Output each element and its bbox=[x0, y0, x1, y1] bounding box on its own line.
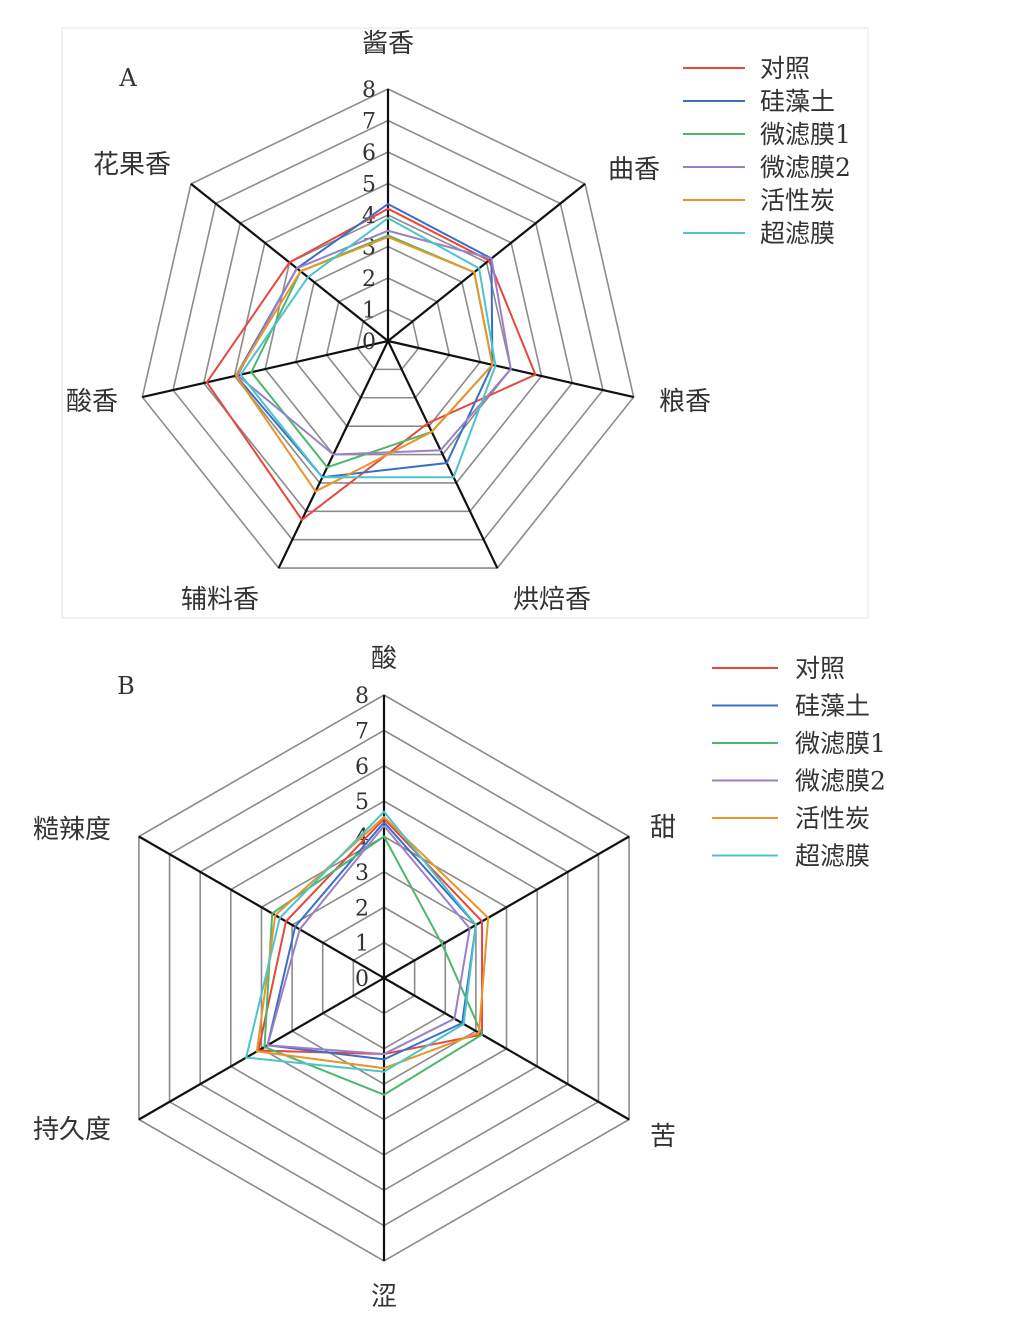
series-line-4 bbox=[266, 824, 471, 1056]
tick-label: 0 bbox=[362, 330, 376, 355]
tick-label: 5 bbox=[362, 173, 376, 198]
axis-label: 粮香 bbox=[659, 387, 711, 417]
tick-label: 6 bbox=[355, 755, 369, 780]
tick-label: 6 bbox=[362, 141, 376, 166]
legend-label: 硅藻土 bbox=[760, 87, 835, 116]
panel-label: B bbox=[117, 672, 135, 700]
tick-label: 0 bbox=[355, 967, 369, 992]
grid-ring-1 bbox=[356, 308, 420, 371]
axis-line bbox=[138, 977, 385, 1121]
grid-ring-3 bbox=[295, 245, 481, 427]
grid-ring-7 bbox=[172, 119, 604, 541]
grid-ring-5 bbox=[233, 182, 543, 484]
series-line-6 bbox=[244, 810, 477, 1073]
grid-ring-8 bbox=[141, 88, 635, 569]
series-line-6 bbox=[239, 216, 497, 479]
legend-label: 微滤膜2 bbox=[760, 153, 851, 182]
series-line-5 bbox=[234, 235, 494, 493]
panel-frame bbox=[61, 27, 869, 619]
tick-label: 8 bbox=[355, 684, 369, 709]
axis-line bbox=[138, 835, 385, 979]
tick-label: 5 bbox=[355, 790, 369, 815]
axis-label: 花果香 bbox=[93, 150, 171, 180]
legend-label: 超滤膜 bbox=[795, 842, 870, 871]
tick-label: 3 bbox=[355, 861, 369, 886]
legend-label: 超滤膜 bbox=[760, 219, 835, 248]
series-line-5 bbox=[255, 815, 490, 1070]
axis-label: 辅料香 bbox=[181, 585, 259, 615]
radar-chart-A: 酱香曲香粮香烘焙香辅料香酸香花果香012345678对照硅藻土微滤膜1微滤膜2活… bbox=[61, 27, 869, 619]
panel-label: A bbox=[118, 64, 137, 92]
grid-ring-6 bbox=[202, 151, 574, 513]
tick-label: 2 bbox=[355, 896, 369, 921]
legend-label: 活性炭 bbox=[760, 186, 835, 215]
series-line-4 bbox=[236, 229, 512, 456]
series-line-3 bbox=[263, 835, 484, 1096]
legend-label: 微滤膜1 bbox=[760, 120, 851, 149]
legend-label: 硅藻土 bbox=[795, 692, 870, 721]
tick-label: 7 bbox=[355, 719, 369, 744]
tick-label: 8 bbox=[362, 78, 376, 103]
axis-label: 糙辣度 bbox=[33, 815, 111, 845]
legend-label: 对照 bbox=[795, 654, 845, 683]
axis-label: 持久度 bbox=[33, 1115, 111, 1145]
legend-label: 微滤膜2 bbox=[795, 767, 886, 796]
axis-label: 甜 bbox=[650, 813, 676, 843]
axis-line bbox=[387, 183, 586, 342]
axis-label: 涩 bbox=[371, 1282, 397, 1312]
tick-label: 2 bbox=[362, 267, 376, 292]
tick-label: 1 bbox=[362, 299, 376, 324]
legend-label: 微滤膜1 bbox=[795, 729, 886, 758]
axis-line bbox=[142, 339, 389, 399]
grid-ring-2 bbox=[325, 277, 451, 399]
axis-label: 烘焙香 bbox=[513, 585, 591, 615]
axis-label: 苦 bbox=[650, 1122, 676, 1152]
legend-label: 活性炭 bbox=[795, 804, 870, 833]
axis-label: 酸香 bbox=[66, 387, 118, 417]
axis-label: 曲香 bbox=[608, 155, 660, 185]
axis-label: 酱香 bbox=[362, 29, 414, 59]
legend-label: 对照 bbox=[760, 54, 810, 83]
axis-line bbox=[387, 340, 499, 569]
axis-label: 酸 bbox=[371, 644, 397, 674]
tick-label: 1 bbox=[355, 932, 369, 957]
axis-line bbox=[383, 977, 630, 1121]
tick-label: 7 bbox=[362, 110, 376, 135]
axis-line bbox=[383, 835, 630, 979]
